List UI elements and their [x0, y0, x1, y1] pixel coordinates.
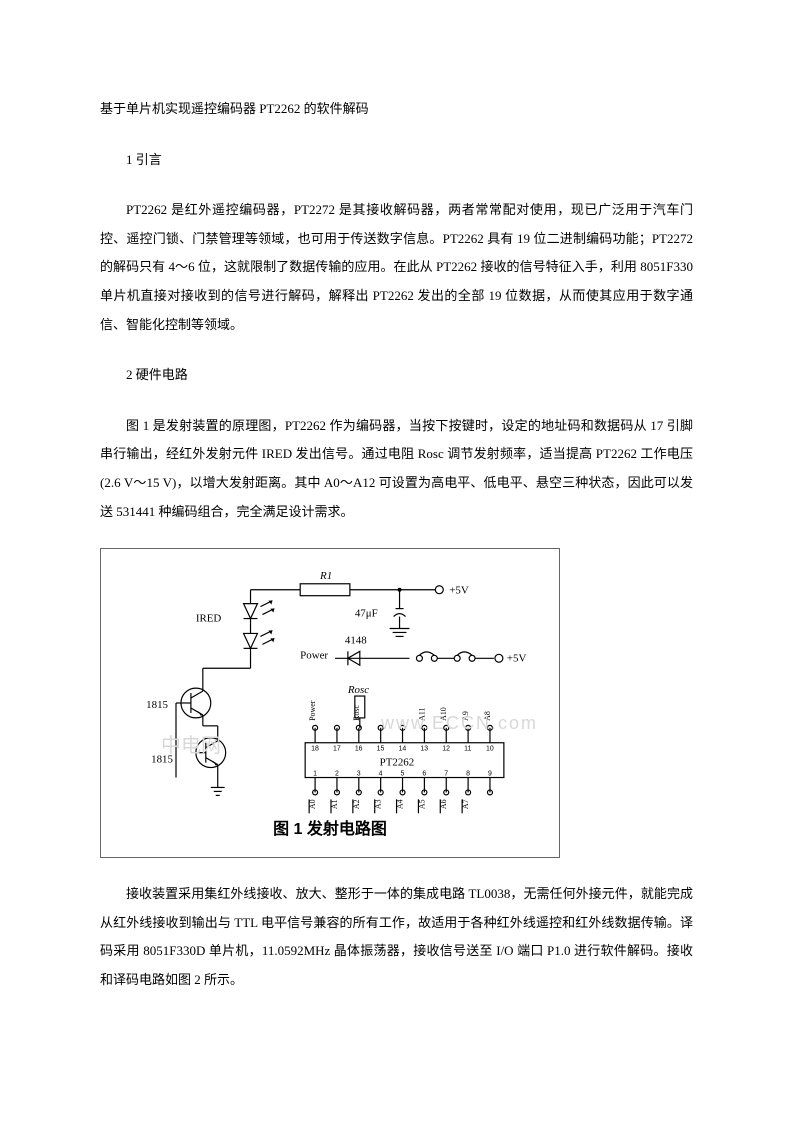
- section-2-paragraph-2: 接收装置采用集红外线接收、放大、整形于一体的集成电路 TL0038，无需任何外接…: [100, 880, 693, 994]
- svg-text:4: 4: [379, 771, 383, 778]
- svg-text:16: 16: [355, 746, 363, 753]
- v5-label-2: +5V: [507, 652, 527, 664]
- r1-label: R1: [319, 570, 332, 582]
- svg-text:15: 15: [377, 746, 385, 753]
- svg-text:A11: A11: [417, 708, 426, 721]
- svg-text:Power: Power: [308, 700, 317, 721]
- svg-text:3: 3: [357, 771, 361, 778]
- svg-text:1: 1: [313, 771, 317, 778]
- chip-name-label: PT2262: [380, 757, 415, 769]
- figure-1-caption: 图 1 发射电路图: [101, 812, 559, 847]
- section-1-heading: 1 引言: [100, 146, 693, 175]
- transistor-2-label: 1815: [151, 754, 173, 766]
- svg-text:10: 10: [486, 746, 494, 753]
- circuit-diagram-svg: R1 +5V 47μF IRED: [101, 549, 559, 857]
- section-1-paragraph: PT2262 是红外遥控编码器，PT2272 是其接收解码器，两者常常配对使用，…: [100, 196, 693, 339]
- figure-1-circuit: 中电网 www.ECCN.com R1 +5V 47μF IRED: [100, 548, 560, 858]
- svg-text:9: 9: [488, 771, 492, 778]
- svg-text:A10: A10: [439, 707, 448, 721]
- diode-label: 4148: [345, 635, 367, 647]
- v5-label-1: +5V: [449, 585, 469, 597]
- document-title: 基于单片机实现遥控编码器 PT2262 的软件解码: [100, 95, 693, 124]
- svg-text:A8: A8: [483, 711, 492, 721]
- svg-text:Rosc: Rosc: [352, 705, 361, 721]
- svg-text:11: 11: [464, 746, 471, 753]
- svg-text:18: 18: [311, 746, 319, 753]
- transistor-1-label: 1815: [146, 699, 168, 711]
- svg-text:12: 12: [442, 746, 450, 753]
- cap-label: 47μF: [355, 608, 378, 620]
- svg-text:2: 2: [335, 771, 339, 778]
- svg-text:14: 14: [399, 746, 407, 753]
- svg-text:5: 5: [401, 771, 405, 778]
- svg-text:6: 6: [422, 771, 426, 778]
- section-2-paragraph-1: 图 1 是发射装置的原理图，PT2262 作为编码器，当按下按键时，设定的地址码…: [100, 412, 693, 526]
- svg-text:A9: A9: [461, 711, 470, 721]
- chip-pt2262: PT2262 18 17 16 15 14 13 12: [305, 700, 504, 813]
- rosc-label: Rosc: [347, 684, 369, 696]
- ired-label: IRED: [196, 613, 222, 625]
- power-label-top: Power: [300, 649, 328, 661]
- svg-text:8: 8: [466, 771, 470, 778]
- svg-text:7: 7: [444, 771, 448, 778]
- svg-text:13: 13: [420, 746, 428, 753]
- chip-top-pins: 18 17 16 15 14 13 12 11 10 Power Rosc A1…: [308, 700, 494, 752]
- section-2-heading: 2 硬件电路: [100, 361, 693, 390]
- svg-text:17: 17: [333, 746, 341, 753]
